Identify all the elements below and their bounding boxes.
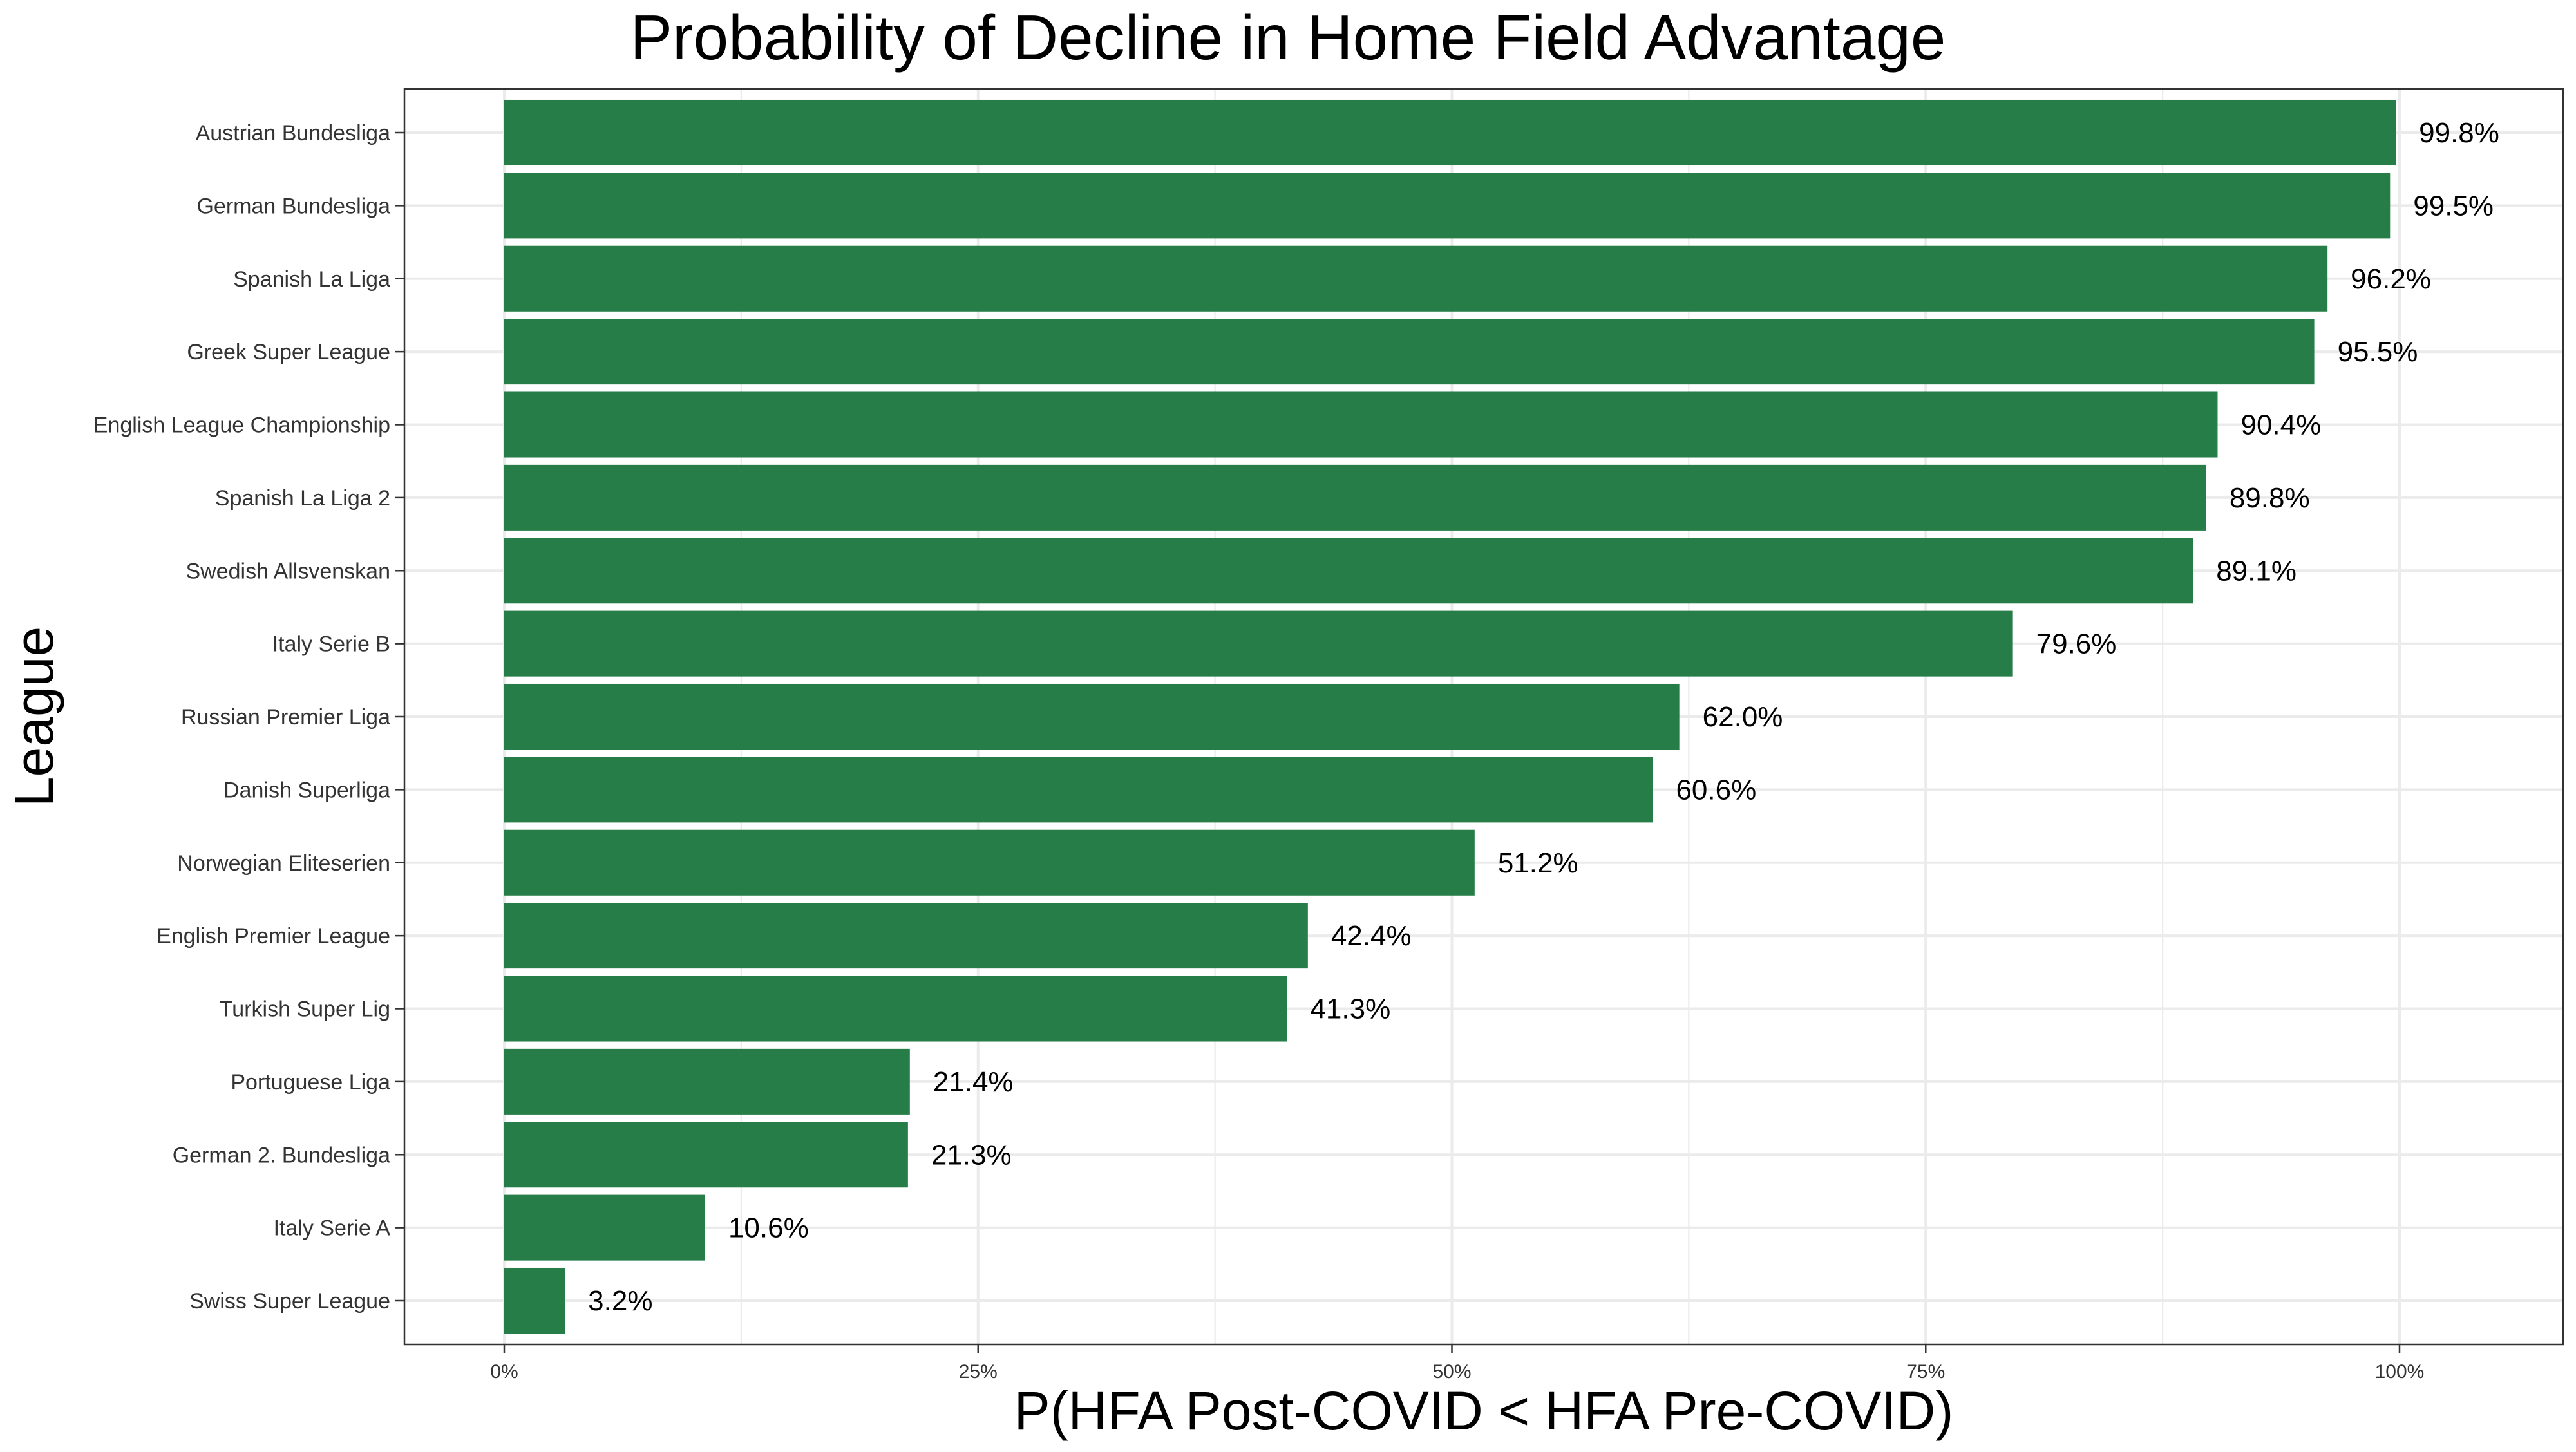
data-label: 62.0% — [1703, 701, 1783, 733]
y-tick-label: Russian Premier Liga — [181, 705, 390, 730]
data-label: 95.5% — [2338, 336, 2418, 368]
y-tick-label: Portuguese Liga — [231, 1070, 390, 1095]
y-axis-title: League — [4, 627, 64, 807]
y-tick-label: Italy Serie B — [272, 632, 390, 657]
y-tick-label: Italy Serie A — [274, 1216, 391, 1241]
data-label: 21.3% — [931, 1139, 1012, 1171]
y-tick-label: English Premier League — [156, 924, 390, 948]
y-tick-label: German 2. Bundesliga — [173, 1143, 390, 1167]
data-label: 21.4% — [933, 1066, 1014, 1098]
y-axis: Austrian Bundesliga German Bundesliga Span… — [93, 121, 404, 1314]
y-tick-label: Spanish La Liga 2 — [215, 486, 390, 511]
data-label: 89.8% — [2230, 482, 2310, 514]
y-tick-label: Spanish La Liga — [233, 267, 390, 292]
data-label: 96.2% — [2351, 263, 2431, 295]
data-label: 60.6% — [1676, 774, 1756, 806]
bar — [504, 245, 2328, 312]
bar — [504, 319, 2315, 385]
y-tick-label: Greek Super League — [187, 340, 390, 364]
y-tick-label: Swedish Allsvenskan — [185, 559, 390, 583]
bar — [504, 1194, 705, 1261]
bar — [504, 1122, 908, 1188]
bars — [504, 99, 2396, 1334]
bar — [504, 538, 2193, 604]
data-label: 90.4% — [2240, 410, 2321, 441]
x-tick-label: 50% — [1432, 1361, 1471, 1382]
data-label: 99.8% — [2419, 117, 2499, 149]
y-tick-label: Norwegian Eliteserien — [177, 851, 390, 876]
bar — [504, 391, 2218, 458]
x-axis-title: P(HFA Post-COVID < HFA Pre-COVID) — [1014, 1381, 1954, 1441]
x-tick-label: 25% — [959, 1361, 998, 1382]
data-label: 89.1% — [2216, 555, 2297, 587]
data-label: 99.5% — [2413, 190, 2494, 222]
y-tick-label: Danish Superliga — [223, 778, 390, 802]
data-label: 42.4% — [1331, 920, 1412, 952]
bar — [504, 757, 1653, 823]
bar — [504, 1048, 910, 1115]
bar — [504, 610, 2013, 677]
y-tick-label: Turkish Super Lig — [220, 997, 390, 1022]
chart-title: Probability of Decline in Home Field Adv… — [630, 2, 1946, 73]
x-axis: 0% 25% 50% 75% 100% — [490, 1344, 2424, 1382]
data-label: 3.2% — [588, 1285, 652, 1317]
x-tick-label: 75% — [1906, 1361, 1945, 1382]
bar — [504, 173, 2391, 239]
y-tick-label: German Bundesliga — [196, 194, 390, 218]
data-label: 51.2% — [1498, 847, 1578, 879]
bar — [504, 1267, 565, 1334]
bar — [504, 464, 2206, 531]
data-label: 41.3% — [1310, 994, 1390, 1025]
y-tick-label: English League Championship — [93, 413, 390, 438]
y-tick-label: Swiss Super League — [189, 1289, 390, 1314]
bar — [504, 976, 1287, 1042]
x-tick-label: 0% — [490, 1361, 518, 1382]
data-label: 10.6% — [728, 1212, 809, 1244]
y-tick-label: Austrian Bundesliga — [196, 121, 391, 146]
bar — [504, 903, 1308, 969]
bar — [504, 683, 1680, 750]
data-labels: 99.8% 99.5% 96.2% 95.5% 90.4% 89.8% 89.1% 79.6%… — [588, 117, 2499, 1317]
bar — [504, 99, 2396, 166]
data-label: 79.6% — [2036, 628, 2117, 660]
x-tick-label: 100% — [2375, 1361, 2425, 1382]
bar — [504, 829, 1475, 896]
